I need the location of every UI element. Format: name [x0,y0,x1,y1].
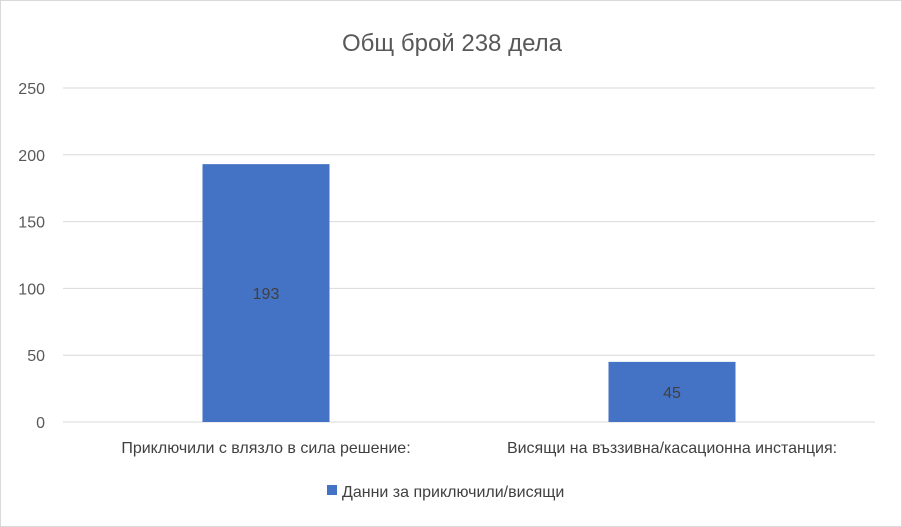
bar [608,361,736,422]
y-tick-label: 200 [18,148,45,165]
y-tick-label: 100 [18,281,45,298]
x-category-label: Приключили с влязло в сила решение: [121,440,410,457]
legend-label: Данни за приключили/висящи [342,484,564,501]
legend-swatch [327,485,337,495]
data-label: 193 [253,286,280,303]
x-axis-labels: Приключили с влязло в сила решение: Висящ… [121,440,837,457]
chart-title: Общ брой 238 дела [342,30,563,57]
data-label: 45 [663,385,681,402]
y-tick-label: 0 [36,415,45,432]
bar [202,164,330,423]
y-axis-ticks: 0 50 100 150 200 250 [18,81,45,432]
y-tick-label: 50 [27,348,45,365]
gridlines [63,87,875,423]
y-tick-label: 250 [18,81,45,98]
legend: Данни за приключили/висящи [327,484,564,501]
y-tick-label: 150 [18,215,45,232]
x-category-label: Висящи на въззивна/касационна инстанция: [507,440,837,457]
bars: 193 45 [202,164,736,423]
